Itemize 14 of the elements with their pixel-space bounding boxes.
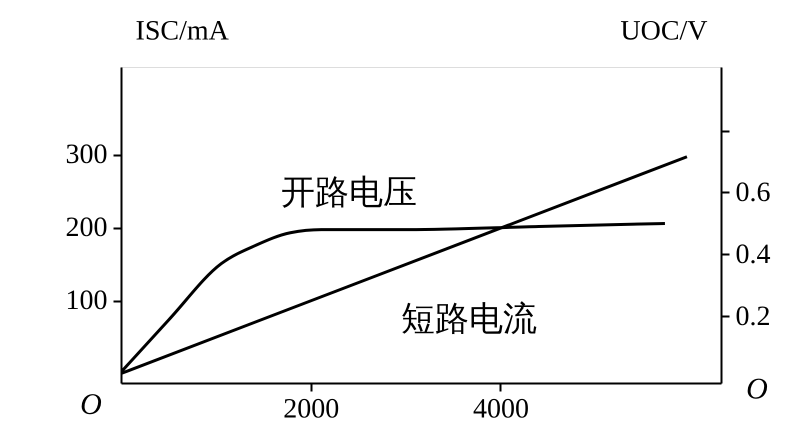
y-tick-label: 100: [66, 285, 108, 316]
y2-tick-label: 0.2: [736, 300, 770, 332]
y-tick-label: 300: [66, 139, 108, 170]
text: O: [746, 372, 768, 406]
y2-tick-label: 0.6: [736, 176, 770, 208]
annotation: 开路电压: [281, 172, 417, 212]
annotation: 短路电流: [401, 298, 537, 339]
x-tick-label: 4000: [472, 394, 529, 424]
y2-tick-label: 0.4: [736, 238, 770, 270]
x-tick-label: 2000: [283, 394, 340, 424]
y2-axis-title: UOC/V: [620, 16, 708, 46]
y-axis-title: ISC/mA: [136, 16, 230, 46]
y-tick-label: 200: [66, 212, 108, 244]
text: O: [80, 388, 102, 422]
